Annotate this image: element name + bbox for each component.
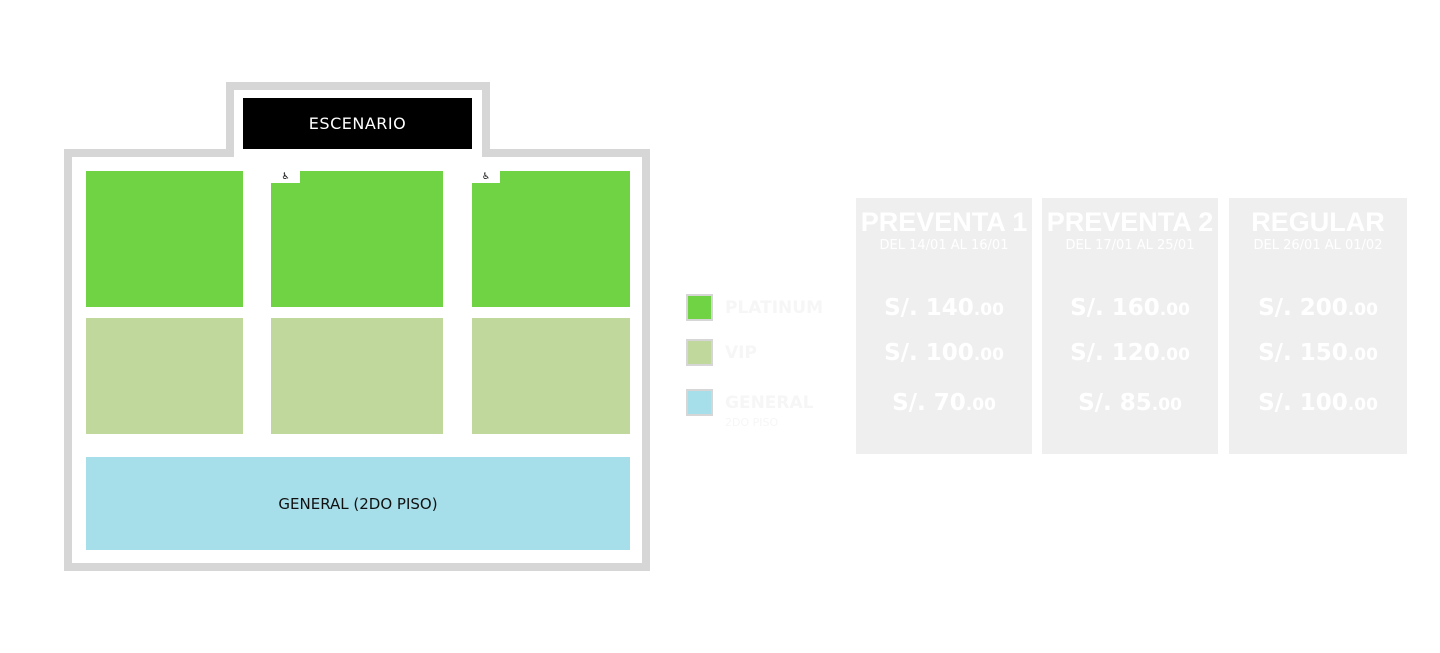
price-general: S/. 100.00: [1258, 390, 1378, 416]
card-dates: DEL 26/01 AL 01/02: [1253, 238, 1383, 253]
legend-swatch-vip: [686, 339, 713, 366]
price-platinum: S/. 160.00: [1070, 295, 1190, 321]
price-card-preventa-2: PREVENTA 2 DEL 17/01 AL 25/01 S/. 160.00…: [1042, 198, 1218, 454]
price-vip: S/. 150.00: [1258, 340, 1378, 366]
general-label: GENERAL (2DO PISO): [278, 494, 438, 513]
price-vip: S/. 100.00: [884, 340, 1004, 366]
legend-swatch-platinum: [686, 294, 713, 321]
legend-label-vip: VIP: [725, 343, 757, 363]
section-general[interactable]: GENERAL (2DO PISO): [86, 457, 630, 550]
legend-swatch-general: [686, 389, 713, 416]
price-platinum: S/. 140.00: [884, 295, 1004, 321]
wheelchair-icon: ♿: [271, 171, 300, 183]
card-dates: DEL 17/01 AL 25/01: [1065, 238, 1195, 253]
price-platinum: S/. 200.00: [1258, 295, 1378, 321]
price-card-preventa-1: PREVENTA 1 DEL 14/01 AL 16/01 S/. 140.00…: [856, 198, 1032, 454]
stage: ESCENARIO: [243, 98, 472, 149]
section-vip-left[interactable]: [86, 318, 243, 434]
section-vip-center[interactable]: [271, 318, 443, 434]
price-general: S/. 85.00: [1078, 390, 1182, 416]
price-vip: S/. 120.00: [1070, 340, 1190, 366]
card-title: PREVENTA 1: [860, 207, 1028, 237]
wheelchair-icon: ♿: [472, 171, 500, 183]
card-dates: DEL 14/01 AL 16/01: [879, 238, 1009, 253]
legend-label-general: GENERAL: [725, 393, 814, 413]
legend-sub-general: 2DO PISO: [725, 416, 779, 429]
legend-label-platinum: PLATINUM: [725, 298, 823, 318]
card-title: PREVENTA 2: [1046, 207, 1214, 237]
section-platinum-left[interactable]: [86, 171, 243, 307]
section-platinum-right[interactable]: [472, 171, 630, 307]
section-vip-right[interactable]: [472, 318, 630, 434]
price-card-regular: REGULAR DEL 26/01 AL 01/02 S/. 200.00 S/…: [1229, 198, 1407, 454]
card-title: REGULAR: [1251, 207, 1385, 237]
section-platinum-center[interactable]: [271, 171, 443, 307]
stage-label: ESCENARIO: [308, 114, 407, 133]
price-general: S/. 70.00: [892, 390, 996, 416]
